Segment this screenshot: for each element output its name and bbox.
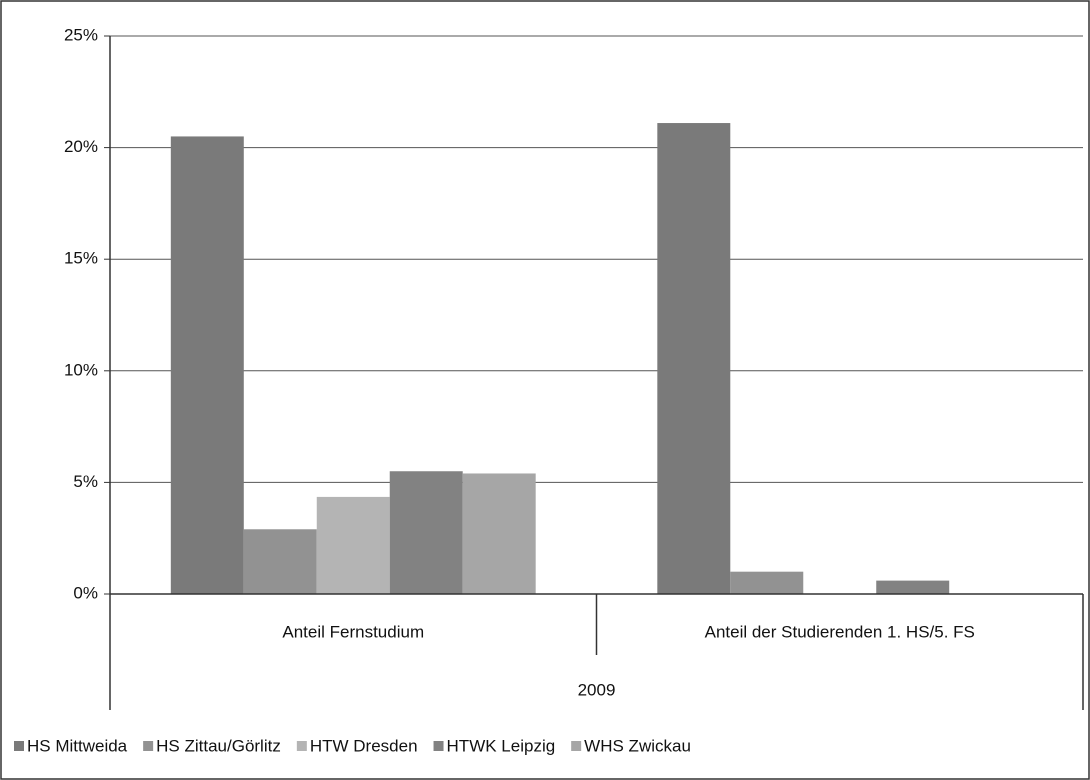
bar [876, 580, 950, 594]
legend-swatch [571, 741, 582, 751]
y-tick-label: 5% [73, 472, 98, 491]
bar [170, 136, 244, 594]
legend-label: HTW Dresden [310, 736, 418, 755]
legend-swatch [143, 741, 154, 751]
x-group-label: 2009 [578, 680, 616, 699]
legend-label: WHS Zwickau [584, 736, 691, 755]
legend-label: HTWK Leipzig [447, 736, 556, 755]
y-tick-label: 0% [73, 583, 98, 602]
y-tick-label: 10% [64, 360, 98, 379]
bar [730, 571, 804, 594]
y-tick-label: 25% [64, 25, 98, 44]
x-tick-label: Anteil Fernstudium [282, 622, 424, 641]
legend-swatch [433, 741, 444, 751]
x-tick-label: Anteil der Studierenden 1. HS/5. FS [705, 622, 975, 641]
bar [389, 471, 463, 594]
bar [657, 123, 731, 594]
bar [462, 473, 536, 594]
bar [243, 529, 317, 594]
legend-swatch [296, 741, 307, 751]
legend-label: HS Zittau/Görlitz [156, 736, 281, 755]
y-tick-label: 15% [64, 249, 98, 268]
y-tick-label: 20% [64, 137, 98, 156]
legend-swatch [14, 741, 24, 751]
bar [316, 496, 390, 594]
legend-label: HS Mittweida [27, 736, 128, 755]
